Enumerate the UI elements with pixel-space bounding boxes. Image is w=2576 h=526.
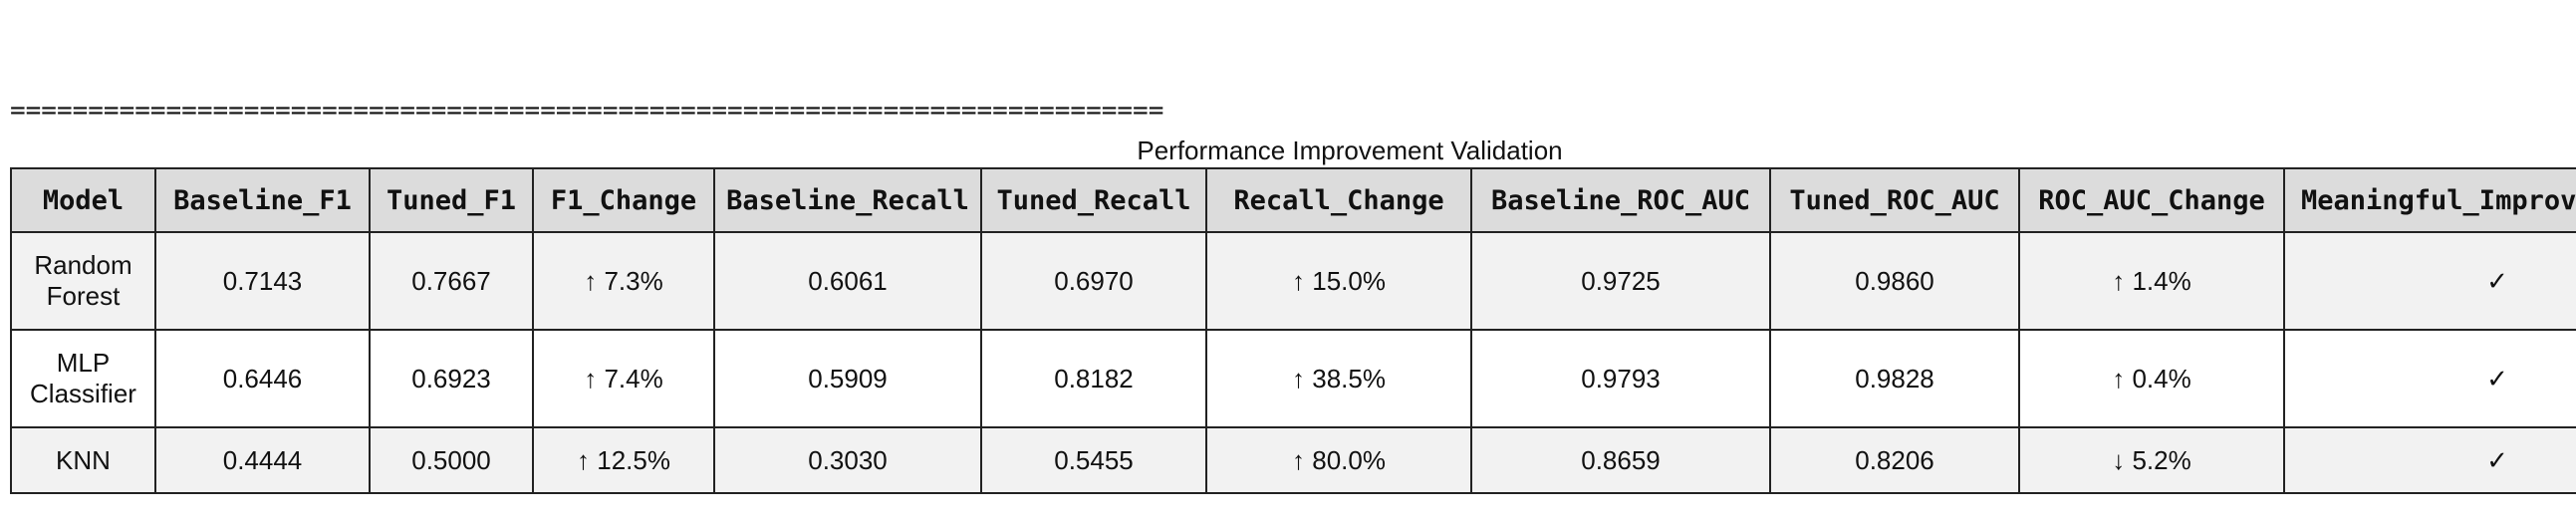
cell-baseline-recall: 0.3030 — [713, 426, 982, 494]
cell-tuned-recall: 0.8182 — [980, 329, 1207, 428]
cell-recall-change: ↑ 80.0% — [1205, 426, 1472, 494]
cell-tuned-roc-auc: 0.8206 — [1769, 426, 2020, 494]
cell-f1-change: ↑ 12.5% — [532, 426, 715, 494]
separator-line-top: ========================================… — [10, 96, 1164, 126]
cell-meaningful-improvement: ✓ — [2283, 426, 2576, 494]
cell-f1-change: ↑ 7.4% — [532, 329, 715, 428]
col-header-tuned-recall: Tuned_Recall — [980, 167, 1207, 233]
col-header-recall-change: Recall_Change — [1205, 167, 1472, 233]
cell-tuned-roc-auc: 0.9860 — [1769, 231, 2020, 331]
table-row: Random Forest 0.7143 0.7667 ↑ 7.3% 0.606… — [10, 231, 2576, 331]
cell-tuned-recall: 0.5455 — [980, 426, 1207, 494]
col-header-tuned-roc-auc: Tuned_ROC_AUC — [1769, 167, 2020, 233]
cell-tuned-recall: 0.6970 — [980, 231, 1207, 331]
cell-model: Random Forest — [10, 231, 156, 331]
cell-baseline-roc-auc: 0.8659 — [1470, 426, 1771, 494]
col-header-model: Model — [10, 167, 156, 233]
cell-tuned-f1: 0.7667 — [369, 231, 534, 331]
table-caption: Performance Improvement Validation — [1137, 135, 1563, 165]
cell-meaningful-improvement: ✓ — [2283, 231, 2576, 331]
cell-baseline-f1: 0.6446 — [154, 329, 371, 428]
col-header-baseline-f1: Baseline_F1 — [154, 167, 371, 233]
col-header-baseline-roc-auc: Baseline_ROC_AUC — [1470, 167, 1771, 233]
table-row: MLP Classifier 0.6446 0.6923 ↑ 7.4% 0.59… — [10, 329, 2576, 428]
cell-roc-auc-change: ↑ 1.4% — [2018, 231, 2285, 331]
cell-baseline-f1: 0.4444 — [154, 426, 371, 494]
cell-meaningful-improvement: ✓ — [2283, 329, 2576, 428]
cell-model: MLP Classifier — [10, 329, 156, 428]
col-header-roc-auc-change: ROC_AUC_Change — [2018, 167, 2285, 233]
cell-baseline-roc-auc: 0.9725 — [1470, 231, 1771, 331]
col-header-baseline-recall: Baseline_Recall — [713, 167, 982, 233]
cell-model: KNN — [10, 426, 156, 494]
cell-roc-auc-change: ↓ 5.2% — [2018, 426, 2285, 494]
cell-tuned-f1: 0.5000 — [369, 426, 534, 494]
cell-baseline-recall: 0.6061 — [713, 231, 982, 331]
cell-f1-change: ↑ 7.3% — [532, 231, 715, 331]
cell-baseline-recall: 0.5909 — [713, 329, 982, 428]
header-row: Model Baseline_F1 Tuned_F1 F1_Change Bas… — [10, 167, 2576, 233]
cell-roc-auc-change: ↑ 0.4% — [2018, 329, 2285, 428]
col-header-tuned-f1: Tuned_F1 — [369, 167, 534, 233]
cell-recall-change: ↑ 15.0% — [1205, 231, 1472, 331]
cell-recall-change: ↑ 38.5% — [1205, 329, 1472, 428]
cell-baseline-roc-auc: 0.9793 — [1470, 329, 1771, 428]
results-table-container: Model Baseline_F1 Tuned_F1 F1_Change Bas… — [10, 167, 2576, 494]
table-row: KNN 0.4444 0.5000 ↑ 12.5% 0.3030 0.5455 … — [10, 426, 2576, 494]
performance-table: Model Baseline_F1 Tuned_F1 F1_Change Bas… — [10, 167, 2576, 494]
cell-tuned-roc-auc: 0.9828 — [1769, 329, 2020, 428]
col-header-f1-change: F1_Change — [532, 167, 715, 233]
col-header-meaningful-improvement: Meaningful_Improvement — [2283, 167, 2576, 233]
cell-tuned-f1: 0.6923 — [369, 329, 534, 428]
cell-baseline-f1: 0.7143 — [154, 231, 371, 331]
